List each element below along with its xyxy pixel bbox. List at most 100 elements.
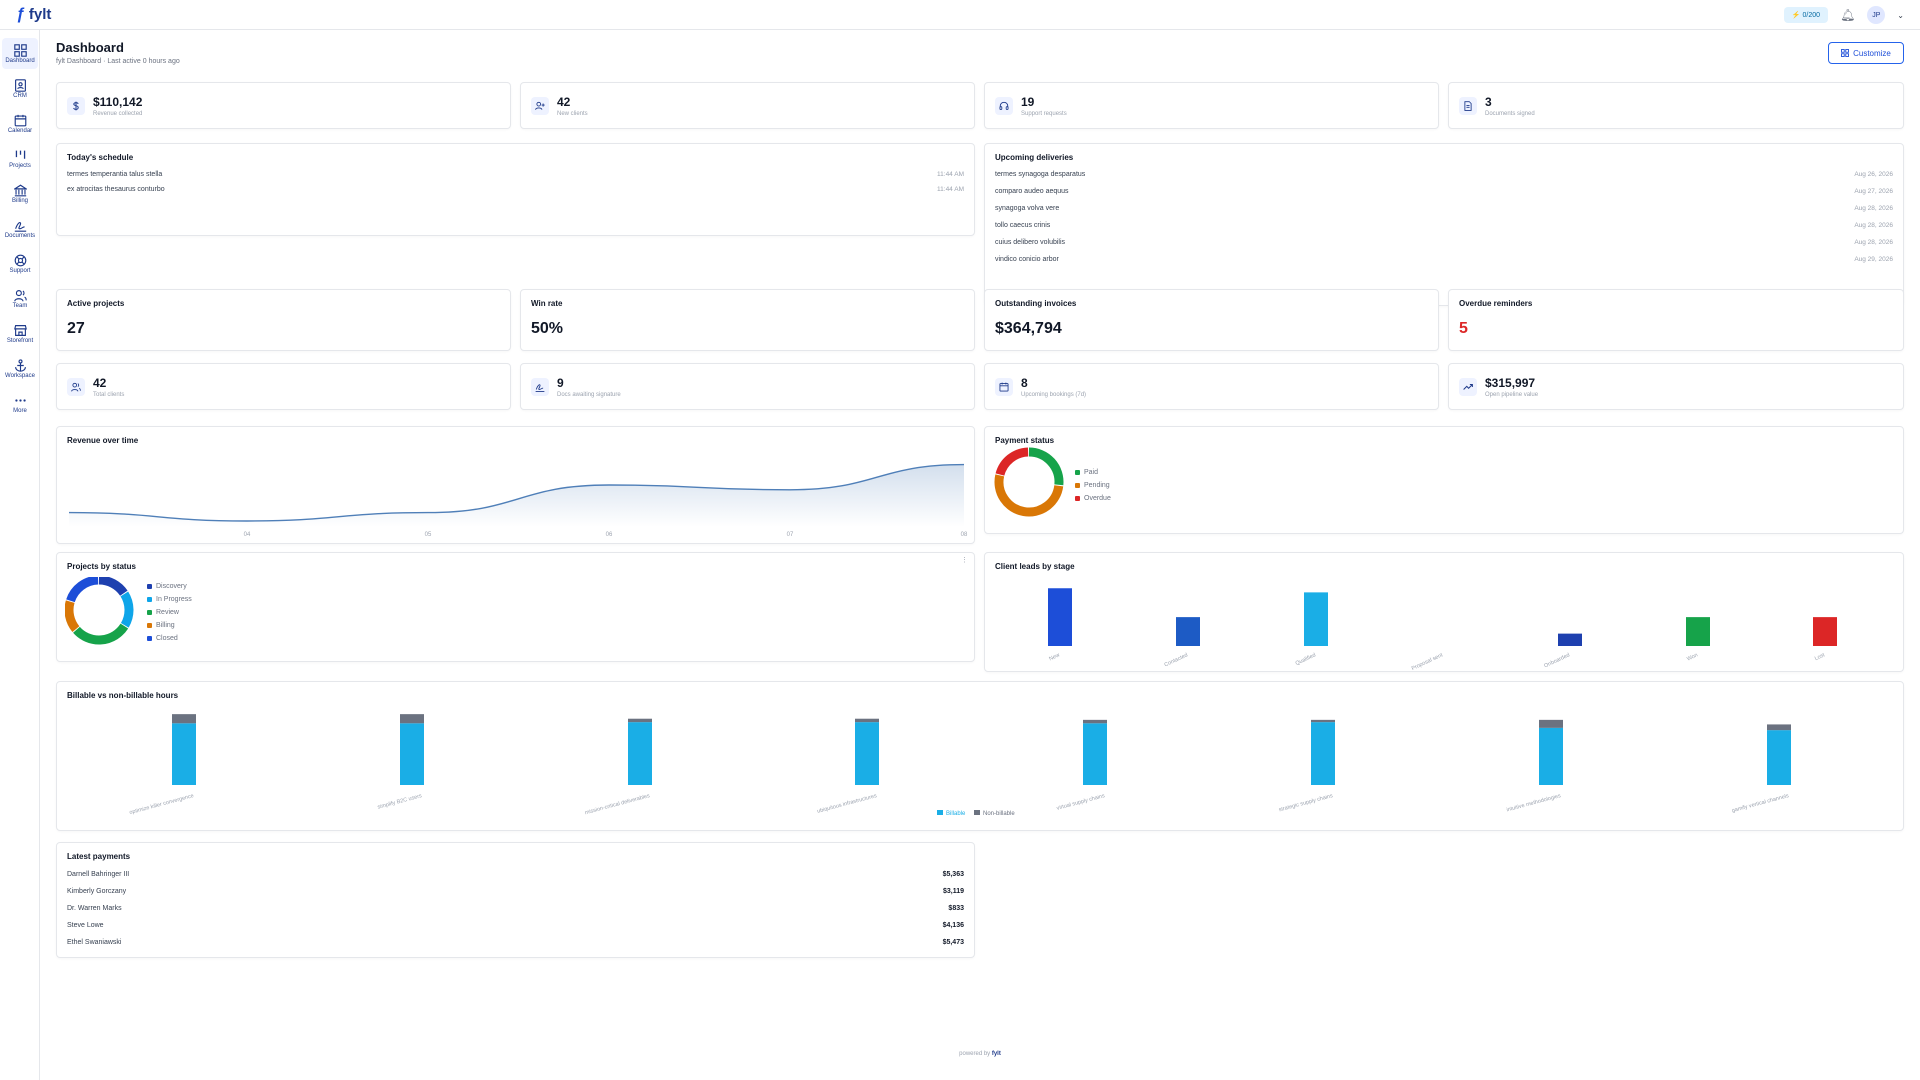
legend-item[interactable]: Closed: [147, 635, 192, 642]
stat-card-new-clients[interactable]: 42 New clients: [520, 82, 975, 129]
payment-slice: [1028, 447, 1064, 486]
calendar-icon: [995, 377, 1013, 396]
kpi-overdue-reminders[interactable]: Overdue reminders 5: [1448, 289, 1904, 351]
sidebar-item-calendar[interactable]: Calendar: [2, 108, 38, 139]
sidebar-item-team[interactable]: Team: [2, 283, 38, 314]
kpi-value: 27: [67, 320, 85, 337]
kpi-active-projects[interactable]: Active projects 27: [56, 289, 511, 351]
delivery-date: Aug 29, 2026: [1854, 256, 1893, 263]
legend-label: Paid: [1084, 469, 1099, 476]
chevron-down-icon[interactable]: ⌄: [1897, 10, 1904, 20]
legend-item[interactable]: Review: [147, 609, 192, 616]
stat-label: Open pipeline value: [1485, 391, 1539, 398]
table-row[interactable]: Dr. Warren Marks $833: [67, 905, 964, 912]
nav-label: Calendar: [7, 127, 33, 134]
deliveries-card: Upcoming deliveries termes synagoga desp…: [984, 143, 1904, 306]
stat-label: Documents signed: [1485, 110, 1535, 117]
card-menu-icon[interactable]: ⋮: [961, 557, 968, 564]
stat-card-total-clients[interactable]: 42 Total clients: [56, 363, 511, 410]
anchor-icon: [14, 358, 26, 372]
list-item[interactable]: tollo caecus crinis Aug 28, 2026: [995, 222, 1893, 229]
signature-icon: [14, 221, 26, 232]
customize-button[interactable]: Customize: [1828, 42, 1904, 64]
chart-title: Projects by status: [67, 562, 136, 571]
card-title: Overdue reminders: [1459, 299, 1533, 308]
nav-label: Support: [9, 267, 31, 274]
sidebar-item-more[interactable]: More: [2, 388, 38, 419]
legend-item[interactable]: Overdue: [1075, 495, 1111, 502]
legend-item[interactable]: In Progress: [147, 596, 192, 603]
document-icon: [1459, 96, 1477, 115]
list-item[interactable]: synagoga volva vere Aug 28, 2026: [995, 205, 1893, 212]
table-row[interactable]: Steve Lowe $4,136: [67, 922, 964, 929]
legend-item[interactable]: Pending: [1075, 482, 1111, 489]
footer-brand: fylt: [991, 1051, 1001, 1057]
sidebar-item-projects[interactable]: Projects: [2, 143, 38, 174]
sidebar-item-crm[interactable]: CRM: [2, 73, 38, 104]
delivery-name: cuius delibero volubilis: [995, 239, 1066, 246]
kpi-value: 50%: [531, 320, 564, 337]
list-item[interactable]: comparo audeo aequus Aug 27, 2026: [995, 188, 1893, 195]
x-tick-label: 04: [244, 532, 251, 538]
list-item[interactable]: ex atrocitas thesaurus conturbo 11:44 AM: [67, 186, 964, 193]
projects-status-card: Projects by status ⋮ Discovery In Progre…: [56, 552, 975, 662]
sidebar-item-documents[interactable]: Documents: [2, 213, 38, 244]
stat-card-docs-awaiting[interactable]: 9 Docs awaiting signature: [520, 363, 975, 410]
legend-item[interactable]: Billing: [147, 622, 192, 629]
list-item[interactable]: cuius delibero volubilis Aug 28, 2026: [995, 239, 1893, 246]
x-tick-label: 06: [606, 532, 613, 538]
legend-item[interactable]: Discovery: [147, 583, 192, 590]
payer-name: Ethel Swaniawski: [67, 939, 122, 946]
card-title: Win rate: [531, 299, 563, 308]
kpi-win-rate[interactable]: Win rate 50%: [520, 289, 975, 351]
x-tick-label: 07: [787, 532, 794, 538]
table-row[interactable]: Ethel Swaniawski $5,473: [67, 939, 964, 946]
signature-icon: [531, 377, 549, 396]
x-tick-label: ubiquitous infrastructures: [817, 793, 878, 815]
stat-card-bookings[interactable]: 8 Upcoming bookings (7d): [984, 363, 1439, 410]
brand-name: fylt: [28, 6, 52, 23]
payer-name: Steve Lowe: [67, 922, 104, 929]
list-item[interactable]: termes temperantia talus stella 11:44 AM: [67, 171, 964, 178]
stat-card-support[interactable]: 19 Support requests: [984, 82, 1439, 129]
lead-bar: [1304, 592, 1328, 646]
payment-amount: $833: [948, 905, 964, 912]
legend-label-non-billable: Non-billable: [983, 811, 1015, 817]
list-item[interactable]: vindico conicio arbor Aug 29, 2026: [995, 256, 1893, 263]
payment-amount: $5,363: [942, 871, 964, 878]
card-title: Outstanding invoices: [995, 299, 1077, 308]
sidebar-item-dashboard[interactable]: Dashboard: [2, 38, 38, 69]
x-tick-label: virtual supply chains: [1056, 793, 1106, 812]
headset-icon: [995, 96, 1013, 115]
project-status-slice: [98, 577, 128, 596]
stat-card-documents[interactable]: 3 Documents signed: [1448, 82, 1904, 129]
sidebar-item-storefront[interactable]: Storefront: [2, 318, 38, 349]
bell-icon[interactable]: 🔔︎: [1840, 8, 1856, 22]
x-tick-label: Onboarded: [1543, 652, 1570, 669]
billable-bar: [628, 722, 652, 785]
stat-card-pipeline[interactable]: $315,997 Open pipeline value: [1448, 363, 1904, 410]
table-row[interactable]: Kimberly Gorczany $3,119: [67, 888, 964, 895]
stat-label: Support requests: [1021, 110, 1067, 117]
project-status-slice: [66, 577, 99, 603]
schedule-card: Today's schedule termes temperantia talu…: [56, 143, 975, 236]
credits-badge[interactable]: ⚡ 0/200: [1783, 7, 1829, 23]
kpi-outstanding-invoices[interactable]: Outstanding invoices $364,794: [984, 289, 1439, 351]
legend-item[interactable]: Paid: [1075, 469, 1111, 476]
stat-card-revenue[interactable]: $110,142 Revenue collected: [56, 82, 511, 129]
sidebar-item-workspace[interactable]: Workspace: [2, 353, 38, 384]
list-item[interactable]: termes synagoga desparatus Aug 26, 2026: [995, 171, 1893, 178]
sidebar-item-support[interactable]: Support: [2, 248, 38, 279]
sidebar-item-billing[interactable]: Billing: [2, 178, 38, 209]
brand-logo[interactable]: ƒ fylt: [16, 6, 51, 24]
x-tick-label: mission-critical deliverables: [584, 793, 650, 816]
legend-label: Discovery: [156, 583, 187, 590]
billable-bar: [855, 722, 879, 785]
table-row[interactable]: Darnell Bahringer III $5,363: [67, 871, 964, 878]
payment-slice: [995, 447, 1029, 476]
avatar[interactable]: JP: [1867, 6, 1886, 24]
non-billable-bar: [855, 718, 879, 723]
card-title: Active projects: [67, 299, 125, 308]
contacts-icon: [14, 78, 26, 92]
nav-label: More: [13, 407, 27, 414]
